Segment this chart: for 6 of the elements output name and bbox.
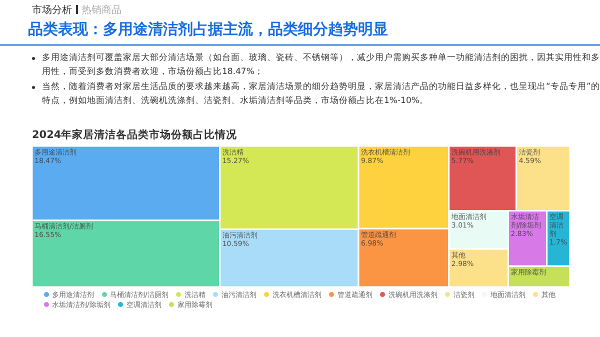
text: 当然，随着消费者对家居生活品质的要求越来越高，家居清洁场景的细分趋势明显，家居清洁产品的功能日益多样化，也呈现出“专品专用”的特点，例如地面清洁剂、洗碗机洗涤剂、洁瓷剂、水垢清洁剂等品类，市场份额占比在1%-10%。 bbox=[42, 80, 600, 108]
text: 2024年家居清洁各品类市场份额占比情况 bbox=[32, 128, 238, 142]
text: 品类表现：多用途清洁剂占据主流，品类细分趋势明显 bbox=[28, 20, 388, 39]
text: 市场分析 bbox=[32, 5, 72, 16]
text: 多用途清洁剂可覆盖家居大部分清洁场景（如台面、玻璃、瓷砖、不锈钢等），减少用户需购买多种单一功能清洁剂的困扰，因其实用性和多用性，而受到多数消费者欢迎，市场份额占比18.47%； bbox=[42, 52, 600, 79]
text: 热销商品 bbox=[82, 5, 122, 16]
